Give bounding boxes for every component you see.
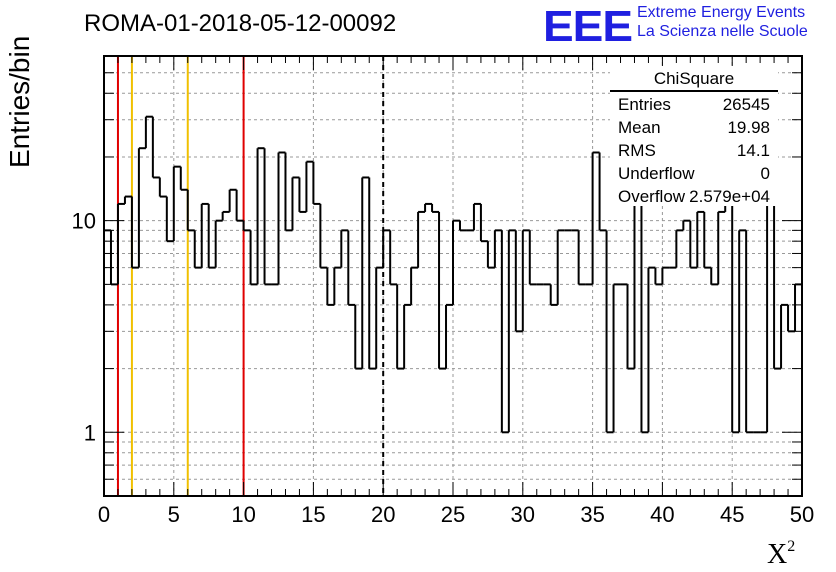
x-tick-label: 35 [580,502,604,527]
stats-value: 26545 [723,95,770,114]
x-tick-label: 25 [441,502,465,527]
stats-value: 0 [761,164,770,183]
y-axis-label: Entries/bin [4,35,35,168]
x-tick-label: 20 [371,502,395,527]
x-tick-label: 5 [168,502,180,527]
frame-mask [0,497,836,572]
x-tick-label: 40 [650,502,674,527]
stats-box [610,66,778,206]
stats-label: RMS [618,141,656,160]
x-axis-label: X2 [767,538,796,570]
stats-label: Underflow [618,164,695,183]
logo-line-1: Extreme Energy Events [637,4,806,21]
stats-value: 19.98 [727,118,770,137]
stats-title: ChiSquare [654,69,734,88]
stats-label: Overflow [618,187,686,206]
x-tick-label: 50 [790,502,814,527]
stats-value: 2.579e+04 [689,187,770,206]
eee-logo: EEE [543,0,633,51]
stats-label: Entries [618,95,671,114]
x-tick-label: 10 [231,502,255,527]
x-tick-label: 15 [301,502,325,527]
logo-line-2: La Scienza nelle Scuole [637,23,808,40]
y-tick-label: 10 [72,209,96,234]
stats-label: Mean [618,118,661,137]
run-title: ROMA-01-2018-05-12-00092 [84,10,397,37]
x-tick-label: 0 [98,502,110,527]
x-tick-label: 45 [720,502,744,527]
y-tick-label: 1 [84,420,96,445]
x-tick-label: 30 [511,502,535,527]
stats-value: 14.1 [737,141,770,160]
